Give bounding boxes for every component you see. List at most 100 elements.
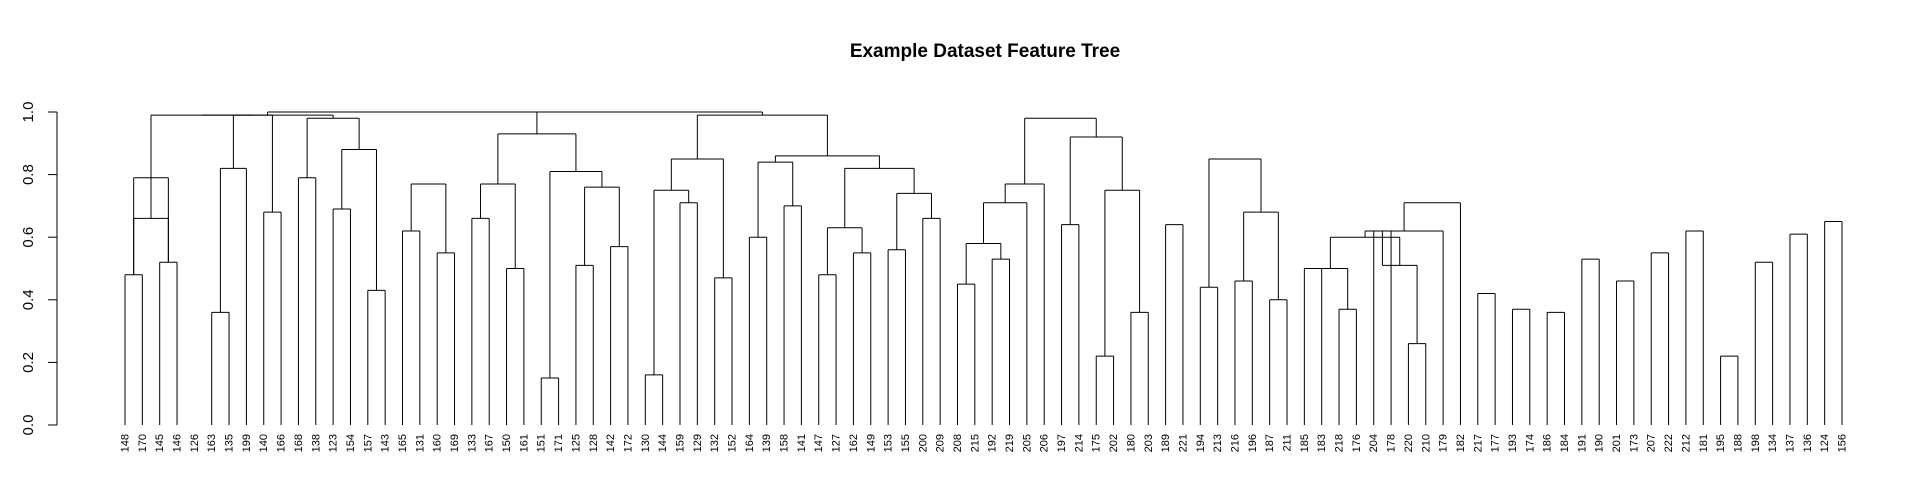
y-tick-label: 0.6 <box>20 227 37 248</box>
leaf-label: 197 <box>1056 434 1068 452</box>
leaf-label: 155 <box>900 434 912 452</box>
leaf-label: 148 <box>120 434 132 452</box>
leaf-label: 211 <box>1282 434 1294 452</box>
leaf-label: 126 <box>189 434 201 452</box>
leaf-label: 200 <box>917 434 929 452</box>
leaf-label: 202 <box>1108 434 1120 452</box>
leaf-label: 199 <box>241 434 253 452</box>
leaf-label: 205 <box>1021 434 1033 452</box>
leaf-label: 176 <box>1351 434 1363 452</box>
leaf-label: 192 <box>987 434 999 452</box>
leaf-label: 216 <box>1229 434 1241 452</box>
leaf-label: 128 <box>588 434 600 452</box>
leaf-label: 186 <box>1542 434 1554 452</box>
leaf-label: 143 <box>380 434 392 452</box>
leaf-label: 166 <box>276 434 288 452</box>
leaf-label: 218 <box>1334 434 1346 452</box>
leaf-label: 208 <box>952 434 964 452</box>
leaf-label: 204 <box>1368 434 1380 452</box>
chart-title: Example Dataset Feature Tree <box>850 41 1120 62</box>
leaf-label: 173 <box>1628 434 1640 452</box>
leaf-label: 184 <box>1559 434 1571 452</box>
leaf-label: 142 <box>605 434 617 452</box>
leaf-label: 127 <box>831 434 843 452</box>
leaf-label: 138 <box>310 434 322 452</box>
leaf-label: 139 <box>761 434 773 452</box>
leaf-label: 210 <box>1420 434 1432 452</box>
leaf-label: 144 <box>657 434 669 452</box>
leaf-label: 164 <box>744 434 756 452</box>
leaf-label: 125 <box>570 434 582 452</box>
leaf-label: 217 <box>1472 434 1484 452</box>
leaf-label: 149 <box>865 434 877 452</box>
leaf-label: 206 <box>1039 434 1051 452</box>
leaf-label: 198 <box>1750 434 1762 452</box>
leaf-label: 130 <box>640 434 652 452</box>
leaf-label: 153 <box>883 434 895 452</box>
leaf-label: 123 <box>328 434 340 452</box>
leaf-label: 175 <box>1091 434 1103 452</box>
leaf-label: 219 <box>1004 434 1016 452</box>
leaf-label: 215 <box>969 434 981 452</box>
leaf-label: 220 <box>1403 434 1415 452</box>
leaf-label: 160 <box>432 434 444 452</box>
leaf-label: 187 <box>1264 434 1276 452</box>
leaf-label: 171 <box>553 434 565 452</box>
leaf-label: 158 <box>779 434 791 452</box>
leaf-label: 124 <box>1819 434 1831 452</box>
leaf-label: 157 <box>362 434 374 452</box>
leaf-label: 222 <box>1663 434 1675 452</box>
leaf-label: 170 <box>137 434 149 452</box>
leaf-label: 193 <box>1507 434 1519 452</box>
leaf-label: 133 <box>466 434 478 452</box>
leaf-label: 188 <box>1732 434 1744 452</box>
leaf-label: 141 <box>796 434 808 452</box>
leaf-label: 194 <box>1195 434 1207 452</box>
leaf-label: 134 <box>1767 434 1779 452</box>
y-tick-label: 1.0 <box>20 102 37 123</box>
leaf-label: 140 <box>258 434 270 452</box>
leaf-label: 156 <box>1837 434 1849 452</box>
leaf-label: 129 <box>692 434 704 452</box>
leaf-label: 179 <box>1438 434 1450 452</box>
leaf-label: 182 <box>1455 434 1467 452</box>
leaf-label: 189 <box>1160 434 1172 452</box>
leaf-label: 131 <box>414 434 426 452</box>
leaf-label: 214 <box>1073 434 1085 452</box>
leaf-label: 145 <box>154 434 166 452</box>
tree-links <box>124 111 1843 425</box>
leaf-label: 180 <box>1125 434 1137 452</box>
leaf-label: 154 <box>345 434 357 452</box>
leaf-label: 196 <box>1247 434 1259 452</box>
leaf-label: 159 <box>674 434 686 452</box>
leaf-label: 185 <box>1299 434 1311 452</box>
leaf-label: 162 <box>848 434 860 452</box>
leaf-label: 213 <box>1212 434 1224 452</box>
leaf-label: 147 <box>813 434 825 452</box>
y-tick-label: 0.0 <box>20 415 37 436</box>
leaf-label: 137 <box>1784 434 1796 452</box>
leaf-label: 163 <box>206 434 218 452</box>
leaf-label: 183 <box>1316 434 1328 452</box>
leaf-label: 150 <box>501 434 513 452</box>
leaf-label: 135 <box>224 434 236 452</box>
leaf-label: 151 <box>536 434 548 452</box>
leaf-label: 212 <box>1680 434 1692 452</box>
leaf-label: 161 <box>518 434 530 452</box>
leaf-label: 152 <box>727 434 739 452</box>
y-axis: 0.0 0.2 0.4 0.6 0.8 1.0 <box>20 102 58 436</box>
leaf-label: 146 <box>172 434 184 452</box>
leaf-label: 178 <box>1386 434 1398 452</box>
leaf-label: 136 <box>1802 434 1814 452</box>
leaf-label: 132 <box>709 434 721 452</box>
leaf-label: 195 <box>1715 434 1727 452</box>
leaf-labels: 148 170 145 146 126 163 135 199 140 166 168 138 123 1… <box>120 434 1849 452</box>
leaf-label: 191 <box>1576 434 1588 452</box>
leaf-label: 177 <box>1490 434 1502 452</box>
y-tick-label: 0.2 <box>20 352 37 373</box>
leaf-label: 165 <box>397 434 409 452</box>
leaf-label: 209 <box>935 434 947 452</box>
leaf-label: 207 <box>1646 434 1658 452</box>
leaf-label: 174 <box>1524 434 1536 452</box>
